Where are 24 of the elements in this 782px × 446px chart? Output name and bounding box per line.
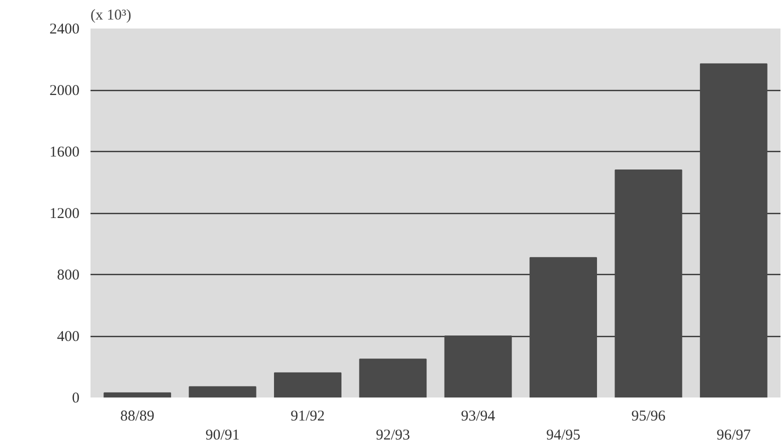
bar: [359, 358, 427, 398]
bar: [614, 169, 682, 398]
y-tick-label: 2000: [50, 83, 80, 99]
bar: [530, 257, 597, 398]
y-tick-label: 1200: [50, 206, 80, 222]
x-tick-label: 90/91: [205, 428, 240, 444]
x-tick-label: 93/94: [461, 408, 496, 424]
y-tick-label: 0: [72, 390, 80, 406]
x-tick-label: 94/95: [546, 428, 580, 444]
bar: [274, 372, 342, 398]
y-tick-label: 400: [57, 329, 80, 345]
y-axis-title: (x 10³): [90, 8, 132, 24]
x-tick-label: 95/96: [631, 408, 666, 424]
bar: [444, 336, 512, 398]
x-tick-label: 88/89: [120, 408, 154, 424]
y-tick-label: 1600: [50, 144, 80, 160]
bar: [104, 392, 172, 398]
x-tick-label: 91/92: [290, 408, 325, 424]
bar: [188, 386, 256, 398]
y-tick-label: 800: [57, 268, 80, 284]
bar: [700, 63, 768, 398]
x-tick-label: 96/97: [716, 428, 752, 444]
x-tick-label: 92/93: [376, 428, 410, 444]
y-tick-label: 2400: [50, 22, 80, 38]
